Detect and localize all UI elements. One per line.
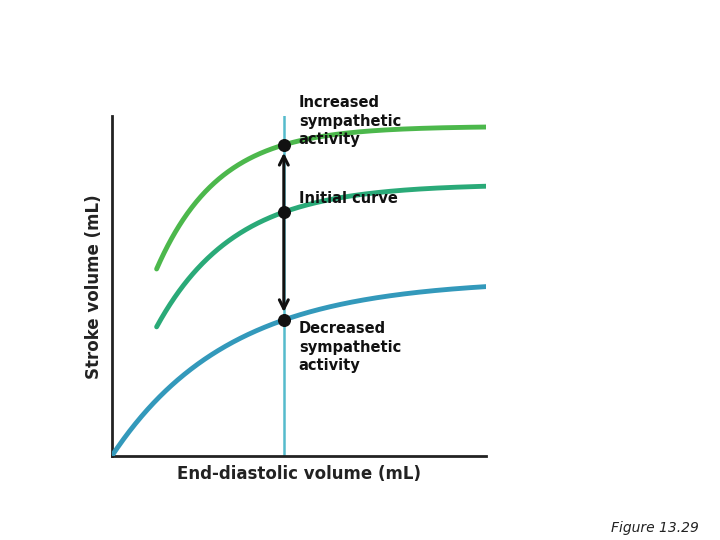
Point (278, 208, 289, 217)
Point (278, 316, 289, 325)
Text: Catecholamines Modulate SV: Catecholamines Modulate SV (116, 28, 604, 61)
X-axis label: End-diastolic volume (mL): End-diastolic volume (mL) (177, 464, 420, 483)
Point (278, 140, 289, 149)
Text: Initial curve: Initial curve (299, 191, 397, 206)
Text: Decreased
sympathetic
activity: Decreased sympathetic activity (299, 321, 401, 373)
Text: Figure 13.29: Figure 13.29 (611, 521, 698, 535)
Text: Increased
sympathetic
activity: Increased sympathetic activity (299, 95, 401, 147)
Y-axis label: Stroke volume (mL): Stroke volume (mL) (85, 194, 103, 379)
